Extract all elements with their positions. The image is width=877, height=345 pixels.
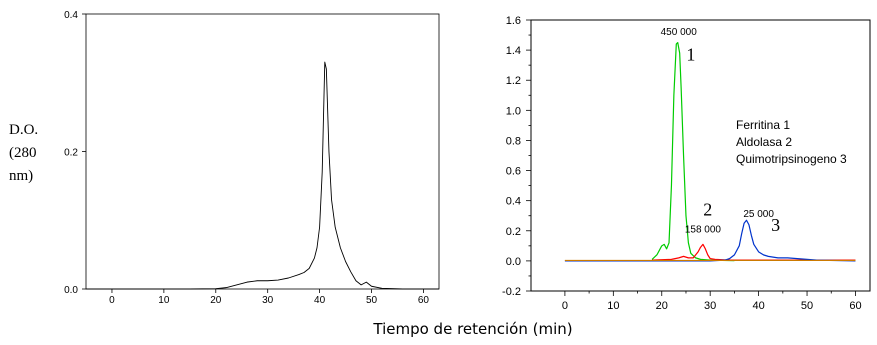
x-tick-label: 50	[366, 295, 378, 306]
y-tick-label: 0.2	[506, 226, 521, 238]
x-tick-label: 20	[210, 295, 222, 306]
y-tick-label: 1.6	[506, 15, 521, 27]
right-chart: 0 10 20 30 40 50 60 -0.2 0.0 0.2 0.4 0.6 0.8 1.0 1.2 1.…	[502, 15, 871, 312]
x-tick-label: 10	[607, 300, 619, 312]
right-axes: 0 10 20 30 40 50 60 -0.2 0.0 0.2 0.4 0.6 0.8 1.0 1.2 1.…	[502, 15, 862, 312]
peak-number-label: 3	[771, 215, 780, 235]
legend-line-1: Ferritina 1	[736, 118, 790, 132]
peak-mw-label: 450 000	[661, 27, 698, 38]
peak-number-label: 1	[686, 45, 695, 65]
shared-x-axis-title: Tiempo de retención (min)	[372, 320, 572, 338]
left-series-group	[86, 61, 439, 290]
y-tick-label: 1.0	[506, 105, 521, 117]
series-line-1	[652, 243, 856, 261]
x-tick-label: 0	[562, 300, 568, 312]
y-tick-label: 1.4	[506, 45, 521, 57]
y-tick-label: 0.0	[506, 256, 521, 268]
peak-number-label: 2	[703, 200, 712, 220]
x-tick-label: 30	[704, 300, 716, 312]
left-ylabel-line-3: nm)	[9, 168, 33, 184]
legend-line-2: Aldolasa 2	[736, 135, 792, 149]
y-tick-label: 0.2	[64, 148, 78, 159]
y-tick-label: -0.2	[502, 286, 521, 298]
peak-mw-label: 25 000	[743, 209, 774, 220]
x-tick-label: 10	[158, 295, 170, 306]
y-tick-label: 0.0	[64, 285, 78, 296]
x-tick-label: 50	[801, 300, 813, 312]
legend-line-3: Quimotripsinogeno 3	[736, 152, 847, 166]
y-tick-label: 1.2	[506, 75, 521, 87]
y-tick-label: 0.8	[506, 135, 521, 147]
series-line-0	[86, 61, 439, 290]
left-axes: 0 10 20 30 40 50 60 0.0 0.2 0.4	[64, 10, 429, 306]
left-chart: D.O. (280 nm) 0 10 20 30 40 50 60 0.0 0.2 0.4	[9, 10, 440, 306]
series-line-0	[651, 41, 735, 262]
y-tick-label: 0.4	[506, 196, 521, 208]
left-plot-frame	[85, 13, 440, 290]
x-tick-label: 60	[849, 300, 861, 312]
x-tick-label: 30	[262, 295, 274, 306]
x-tick-label: 60	[418, 295, 430, 306]
x-tick-label: 20	[656, 300, 668, 312]
left-ylabel-line-2: (280	[9, 145, 37, 161]
y-tick-label: 0.6	[506, 166, 521, 178]
peak-mw-label: 158 000	[685, 224, 722, 235]
y-tick-label: 0.4	[64, 10, 78, 21]
x-tick-label: 40	[314, 295, 326, 306]
x-tick-label: 40	[752, 300, 764, 312]
right-annotations: 450 000 158 000 25 000 1 2 3	[661, 27, 780, 235]
right-series-group	[564, 41, 856, 262]
left-ylabel-line-1: D.O.	[9, 122, 38, 138]
x-tick-label: 0	[109, 295, 115, 306]
